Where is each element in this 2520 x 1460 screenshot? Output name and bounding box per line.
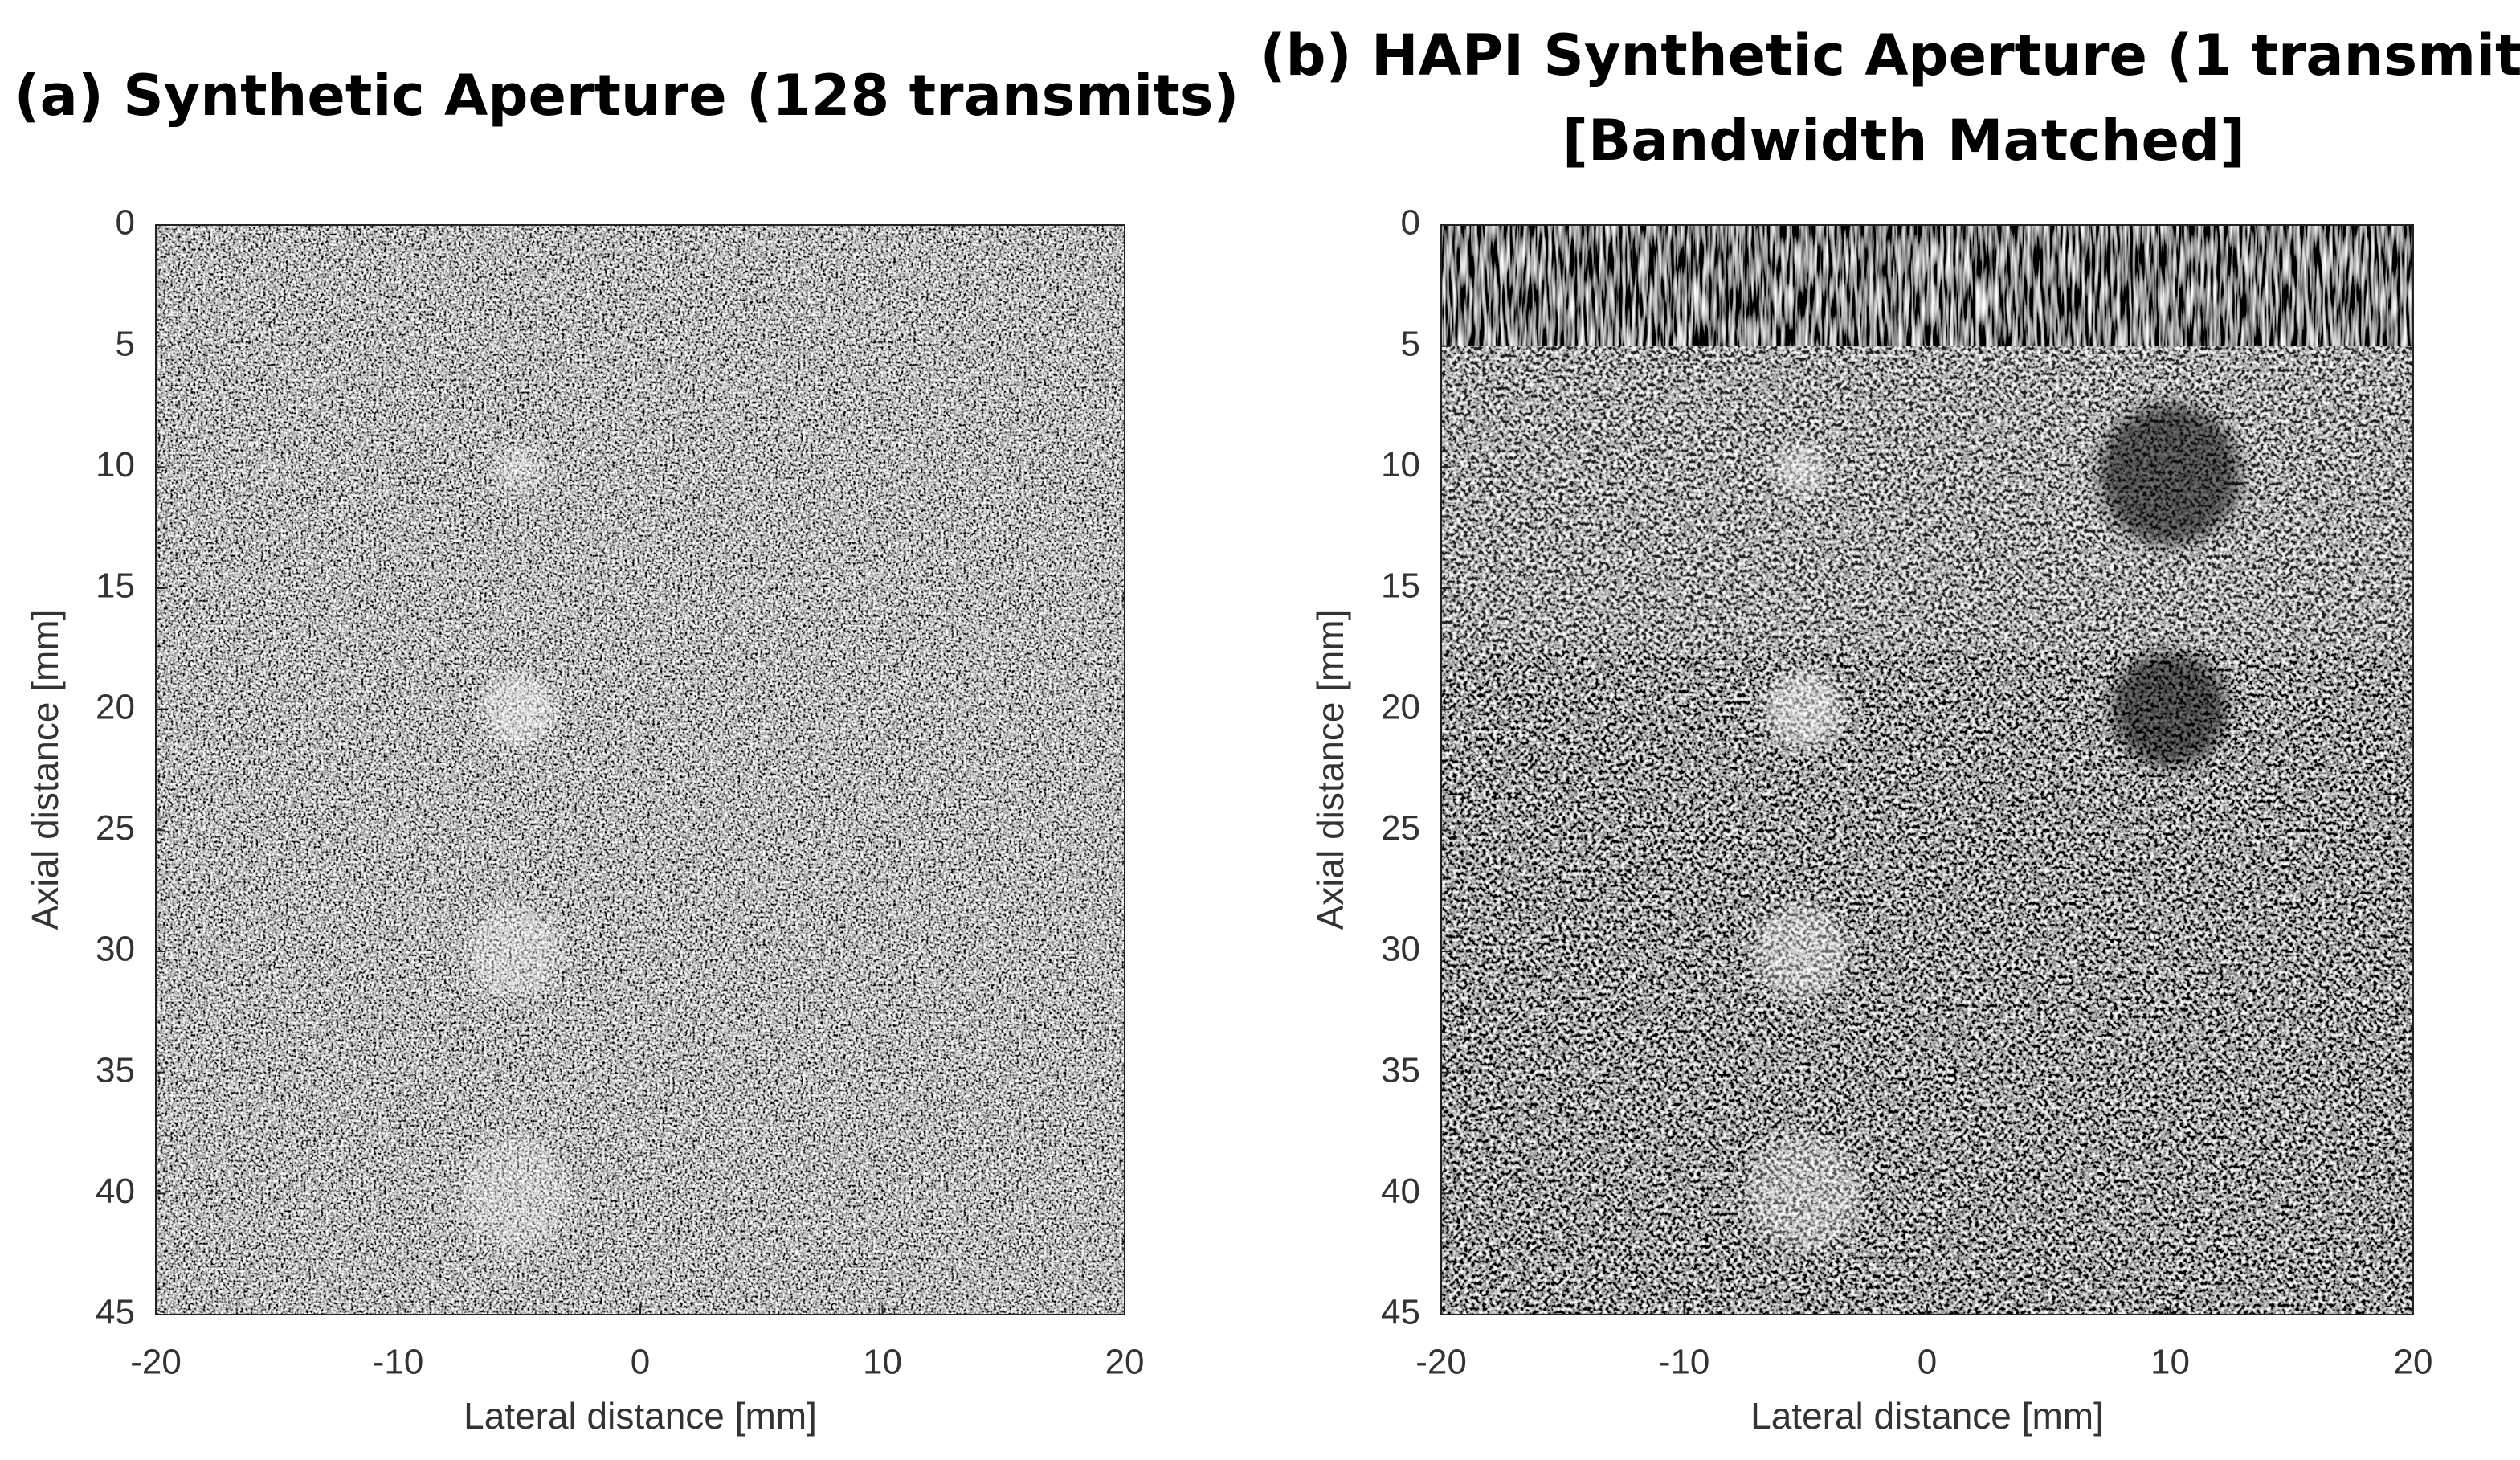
y-tick-label: 35 — [1381, 1050, 1420, 1090]
x-axis-label: Lateral distance [mm] — [1750, 1395, 2104, 1437]
y-tick-label: 30 — [1381, 930, 1420, 969]
y-tick-label: 25 — [1381, 808, 1420, 848]
panel-title: (a) Synthetic Aperture (128 transmits) — [14, 63, 1240, 129]
y-tick-label: 25 — [96, 808, 135, 848]
y-tick-label: 15 — [96, 566, 135, 606]
panel-title: (b) HAPI Synthetic Aperture (1 transmit) — [1260, 22, 2520, 88]
x-tick-label: -20 — [1415, 1343, 1467, 1382]
y-axis-label: Axial distance [mm] — [24, 610, 66, 930]
y-axis-label: Axial distance [mm] — [1309, 610, 1351, 930]
x-tick-label: 10 — [2150, 1343, 2190, 1382]
y-tick-label: 0 — [116, 203, 135, 243]
panel-b-image — [1441, 225, 2413, 1315]
panel-title: [Bandwidth Matched] — [1562, 108, 2245, 174]
x-axis-label: Lateral distance [mm] — [464, 1395, 817, 1437]
y-tick-label: 40 — [96, 1172, 135, 1211]
y-tick-label: 45 — [1381, 1293, 1420, 1332]
y-tick-label: 20 — [96, 687, 135, 726]
y-tick-label: 5 — [116, 324, 135, 363]
x-tick-label: 20 — [1105, 1343, 1145, 1382]
x-tick-label: 0 — [1918, 1343, 1937, 1382]
x-tick-label: 10 — [863, 1343, 902, 1382]
x-tick-label: 0 — [631, 1343, 650, 1382]
y-tick-label: 45 — [96, 1293, 135, 1332]
y-tick-label: 0 — [1401, 203, 1420, 243]
x-tick-label: -10 — [373, 1343, 424, 1382]
y-tick-label: 15 — [1381, 566, 1420, 606]
y-tick-label: 5 — [1401, 324, 1420, 363]
x-tick-label: 20 — [2394, 1343, 2433, 1382]
y-tick-label: 10 — [1381, 445, 1420, 485]
y-tick-label: 35 — [96, 1050, 135, 1090]
y-tick-label: 40 — [1381, 1172, 1420, 1211]
y-tick-label: 30 — [96, 930, 135, 969]
panel-a-image — [156, 225, 1125, 1315]
x-tick-label: -20 — [130, 1343, 182, 1382]
x-tick-label: -10 — [1659, 1343, 1710, 1382]
y-tick-label: 20 — [1381, 687, 1420, 726]
y-tick-label: 10 — [96, 445, 135, 485]
